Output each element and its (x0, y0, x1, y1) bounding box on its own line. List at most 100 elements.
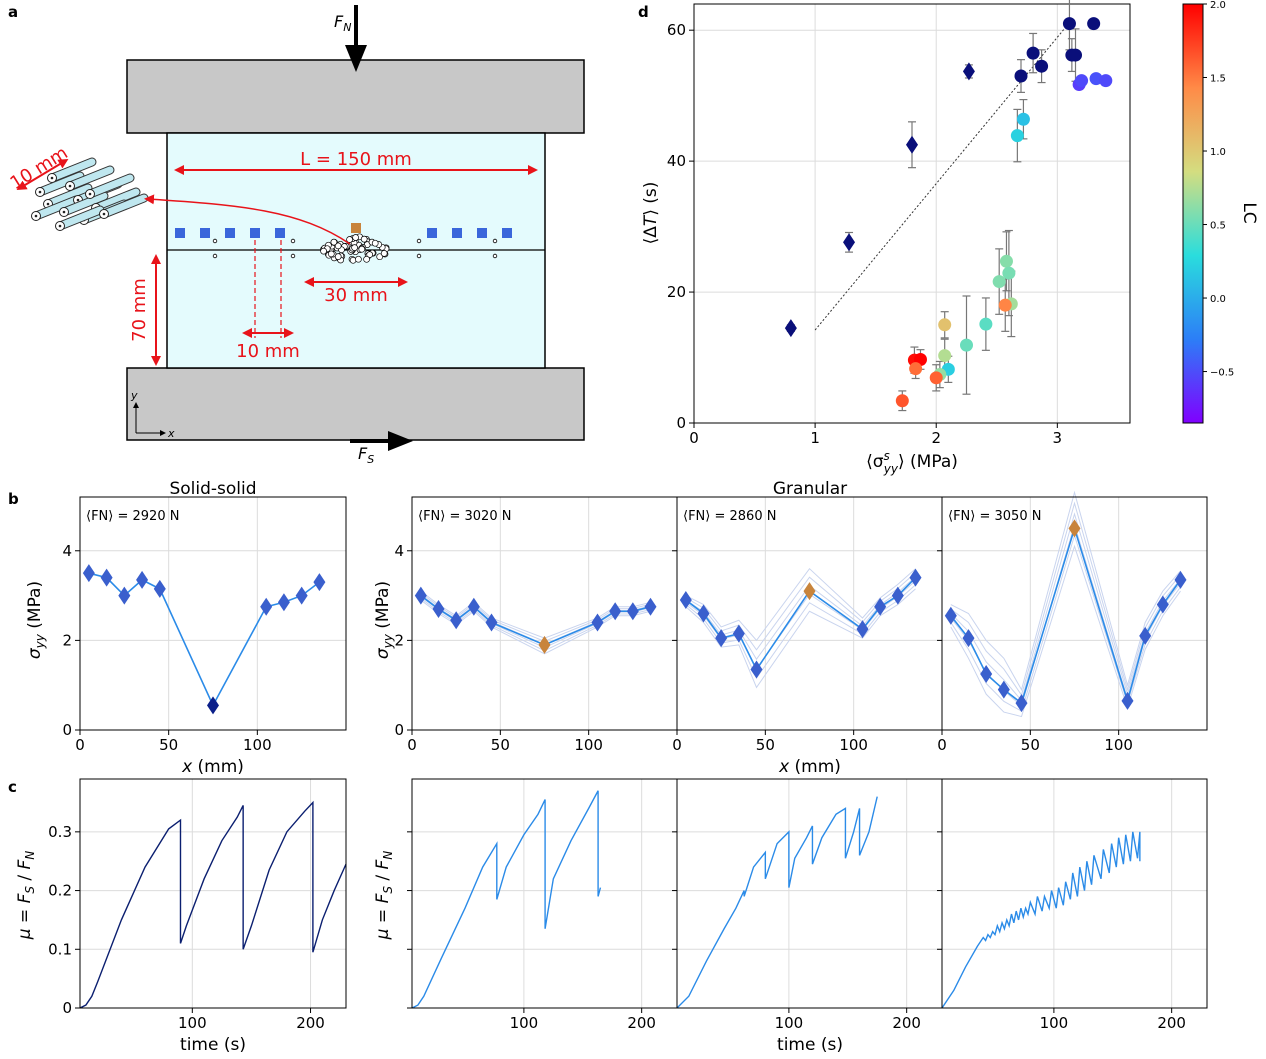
granular-point (979, 317, 993, 331)
colorbar-tick-label: 0.5 (1210, 221, 1226, 232)
normal-force-annotation: ⟨FN⟩ = 2920 N (86, 509, 179, 524)
x-axis-label-b-solid: x (mm) (181, 757, 244, 777)
normal-force-annotation: ⟨FN⟩ = 3020 N (418, 509, 511, 524)
realization-line (950, 544, 1181, 718)
rod-center (50, 176, 54, 180)
solid-point (843, 233, 856, 252)
sensor-dot (212, 253, 218, 259)
rod-center (76, 198, 80, 202)
gouge-particle (352, 234, 359, 241)
spacing-label: 10 mm (236, 341, 300, 362)
y-tick-label-c: 0.1 (48, 940, 72, 958)
sensor-dot (416, 238, 422, 244)
x-tick-label-b: 100 (574, 736, 603, 754)
rod-center (58, 224, 62, 228)
rod-center (34, 214, 38, 218)
rod-fill (92, 188, 140, 212)
granular-point (1062, 17, 1076, 31)
panel-a-schematic: a FN FS y x L = 150 mm 70 mm 10 mm 30 mm (7, 3, 585, 466)
realization-line (950, 490, 1181, 691)
fit-line (814, 19, 1073, 331)
stress-marker (450, 611, 463, 630)
realization-line (685, 576, 916, 661)
x-tick-label-c: 200 (1157, 1014, 1186, 1032)
rod-fill (32, 196, 80, 220)
sensor-dot (290, 238, 296, 244)
stress-marker (118, 586, 131, 605)
gouge-particle (330, 238, 338, 246)
y-tick-label-d: 20 (667, 283, 686, 301)
y-tick-label-c: 0.3 (48, 823, 72, 841)
friction-curve (941, 831, 1141, 1009)
plot-frame-b (941, 496, 1208, 731)
y-tick-label-b: 0 (62, 721, 72, 739)
stress-marker (874, 597, 887, 616)
y-tick-label-b: 2 (394, 631, 404, 649)
normal-force-arrowhead (345, 45, 367, 72)
y-axis-label-c-solid: μ = FS / FN (15, 851, 37, 941)
x-tick-label-b: 100 (839, 736, 868, 754)
x-tick-label-b: 0 (672, 736, 682, 754)
friction-curve (79, 800, 347, 1009)
x-tick-label-b: 50 (1021, 736, 1040, 754)
stress-marker (891, 586, 904, 605)
panel-c-subplot: 100 200 (672, 778, 943, 1032)
granular-point (999, 254, 1013, 268)
rod-fill (56, 206, 104, 230)
granular-point (1087, 17, 1101, 31)
gouge-particle (351, 244, 358, 251)
stress-marker (136, 570, 149, 589)
sensor-dot (212, 238, 218, 244)
rod-center (46, 202, 50, 206)
gouge-particle (363, 255, 370, 263)
rod-center (38, 190, 42, 194)
colorbar-tick-label: 0.0 (1210, 294, 1226, 305)
sensor-square (225, 228, 235, 238)
normal-force-annotation: ⟨FN⟩ = 2860 N (683, 509, 776, 524)
sensor-square (250, 228, 260, 238)
stress-marker (980, 664, 993, 683)
y-axis-label-c-granular: μ = FS / FN (373, 851, 395, 941)
y-tick-label-b: 0 (394, 721, 404, 739)
realization-line (420, 590, 651, 639)
stress-marker (538, 635, 551, 654)
mean-profile-line (685, 577, 917, 672)
bottom-platen (126, 367, 585, 441)
stress-marker (750, 660, 763, 679)
stress-marker (1121, 691, 1134, 710)
colorbar-tick-label: 2.0 (1210, 0, 1226, 11)
friction-curve (411, 790, 602, 1009)
zoom-arrow (144, 194, 351, 245)
rod-center (102, 212, 106, 216)
rod-center (62, 210, 66, 214)
granular-point (1099, 74, 1113, 88)
solid-point (962, 62, 975, 81)
granular-point (1014, 69, 1028, 83)
x-tick-label-b: 50 (756, 736, 775, 754)
gouge-particle (360, 235, 368, 243)
realization-line (420, 599, 651, 655)
gouge-label: 30 mm (324, 285, 388, 306)
top-platen (126, 59, 585, 134)
panel-c-friction: c 100 200 0 0.1 0.2 0.3 100 200 100 200 100 200 tim… (8, 778, 1208, 1055)
stress-marker (644, 597, 657, 616)
gouge-particle (334, 242, 342, 250)
realization-line (685, 572, 916, 651)
panel-label-d: d (638, 3, 649, 21)
solid-point (784, 319, 797, 338)
y-tick-label-b: 4 (62, 542, 72, 560)
sensor-square (502, 228, 512, 238)
realization-line (685, 588, 916, 689)
stress-marker (679, 591, 692, 610)
plot-frame-c (941, 778, 1208, 1009)
realization-line (950, 501, 1181, 697)
stress-marker (207, 696, 219, 715)
stress-marker (609, 602, 622, 621)
stress-marker (1139, 626, 1152, 645)
x-tick-label-b: 100 (243, 736, 272, 754)
granular-point (929, 371, 943, 385)
granular-point (1026, 46, 1040, 60)
granular-point (1035, 59, 1049, 73)
panel-b-subplot: 0 50 100 0 2 4 ⟨FN⟩ = 3020 N (394, 496, 678, 754)
y-tick-label-c: 0.2 (48, 882, 72, 900)
